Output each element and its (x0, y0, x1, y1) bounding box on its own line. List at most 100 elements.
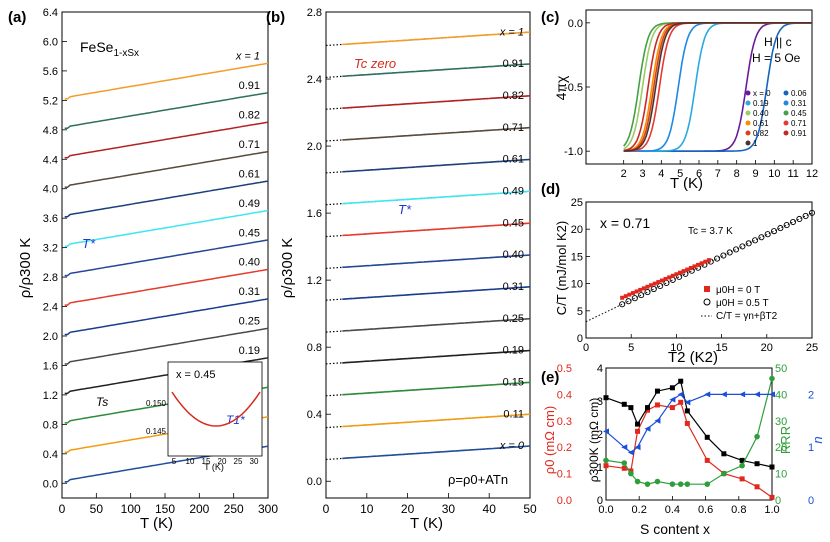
panel-b-series-label: 0.61 (503, 154, 524, 166)
panel-d-legend-05T: μ0H = 0.5 T (716, 298, 769, 309)
panel-d-legend-marker-05T (703, 298, 711, 306)
panel-c-xlabel: T (K) (670, 175, 703, 192)
panel-d-point-open (777, 225, 784, 232)
panel-a-ytick-label: 2.8 (43, 272, 58, 284)
panel-e-series-line (605, 380, 773, 468)
panel-e-point (704, 457, 710, 463)
panel-e-point (645, 407, 650, 413)
panel-c-letter: (c) (541, 9, 559, 26)
panel-e-point (603, 428, 609, 435)
panel-a-ytick-label: 1.6 (43, 360, 58, 372)
panel-e-point (628, 405, 634, 411)
panel-b-series-label: 0.40 (503, 249, 524, 261)
panel-b-fit-label: ρ=ρ0+ATn (448, 472, 508, 487)
panel-c-ytick-label: 0.0 (568, 18, 583, 30)
panel-b-ytick-label: 1.2 (307, 275, 322, 287)
panel-d-point-filled (638, 287, 643, 292)
panel-d-point-filled (631, 291, 636, 296)
panel-d-ytick-label: 25 (571, 197, 583, 209)
panel-a-inset-xtick: 30 (250, 457, 259, 466)
panel-a-xtick-label: 150 (155, 502, 175, 516)
panel-a-ytick-label: 0.0 (43, 478, 58, 490)
panel-e-point (603, 457, 609, 464)
panel-b-series-line (342, 349, 531, 364)
panel-a-ytick-label: 4.4 (43, 154, 58, 166)
panel-d-xtick-label: 0 (583, 342, 589, 354)
panel-d-point-filled (681, 269, 686, 274)
panel-e-point (634, 444, 641, 451)
panel-a-ytick-label: 0.4 (43, 449, 58, 461)
panel-e-point (704, 481, 711, 487)
panel-c-legend-marker (783, 100, 789, 106)
panel-e-rrr-tick: 10 (775, 469, 787, 481)
panel-c-legend-marker (745, 120, 751, 126)
panel-e-point (635, 428, 641, 434)
panel-e-point (621, 401, 627, 407)
panel-a-ylabel: ρ/ρ300 K (17, 238, 34, 298)
panel-a-inset-xtick: 20 (218, 457, 227, 466)
panel-e-rho300-tick: 3 (597, 396, 603, 408)
panel-d-point-open (733, 246, 740, 253)
panel-a-tstar-annotation: T* (82, 236, 96, 251)
panel-e-xtick-label: 0.4 (665, 504, 680, 516)
panel-d-point-filled (656, 280, 661, 285)
panel-a-series-line (64, 268, 269, 306)
panel-a-series-line (64, 239, 269, 277)
panel-b-series-label: 0.71 (503, 122, 524, 134)
panel-a-inset-xtick: 25 (234, 457, 243, 466)
panel-c-xtick-label: 2 (621, 168, 627, 180)
panel-d-point-filled (645, 284, 650, 289)
panel-d-legend-marker-0T (704, 286, 710, 292)
panel-b-series-label: 0.31 (503, 281, 524, 293)
panel-a-series-line (64, 121, 269, 159)
panel-e-point (635, 421, 641, 427)
panel-a-ytick-label: 4.0 (43, 184, 58, 196)
panel-c-field-dir: H || c (764, 35, 792, 49)
panel-b-xlabel: T (K) (410, 515, 443, 532)
panel-c-xtick-label: 12 (806, 168, 818, 180)
panel-e-point (669, 481, 676, 487)
panel-e-xlabel: S content x (640, 521, 710, 537)
panel-d-point-filled (674, 272, 679, 277)
panel-b-series-line (342, 222, 531, 237)
panel-e-point (684, 399, 691, 406)
panel-a-series-line (64, 91, 269, 130)
panel-b-series-label: 0.11 (503, 408, 524, 420)
panel-a-series-line (64, 327, 269, 365)
panel-b-series-line (342, 158, 531, 173)
panel-c-xtick-label: 3 (639, 168, 645, 180)
panel-d-point-filled (703, 259, 708, 264)
panel-c-legend-label: 0.71 (791, 119, 807, 128)
panel-e-point (628, 470, 634, 477)
panel-e-point (677, 481, 684, 487)
panel-d-point-filled (670, 273, 675, 278)
panel-c-legend-label: 0.45 (791, 109, 807, 118)
panel-a-ytick-label: 5.6 (43, 66, 58, 78)
panel-a-ytick-label: 1.2 (43, 390, 58, 402)
panel-e-point (644, 481, 651, 487)
panel-e-rho300-tick: 1 (597, 462, 603, 474)
panel-b-series-line (342, 63, 531, 78)
panel-e-rrr-tick: 30 (775, 416, 787, 428)
panel-a-series-label: 0.82 (239, 109, 260, 121)
panel-a-xtick-label: 50 (90, 502, 104, 516)
panel-d-point-open (631, 295, 638, 302)
panel-d-point-filled (623, 294, 628, 299)
panel-d-point-filled (641, 286, 646, 291)
panel-e-letter: (e) (541, 369, 559, 386)
panel-d-point-open (770, 228, 778, 235)
panel-c-legend-marker (783, 90, 789, 96)
panel-e-ylabel-rho0: ρ0 (mΩ cm) (542, 406, 557, 474)
panel-b-ytick-label: 1.6 (307, 208, 322, 220)
panel-e-point (720, 391, 727, 398)
panel-d-point-filled (649, 283, 654, 288)
panel-d-point-open (745, 240, 752, 247)
panel-b-xtick-label: 10 (360, 502, 374, 516)
panel-c-xtick-label: 5 (677, 168, 683, 180)
panel-b-series-line (342, 190, 531, 205)
panel-c-xtick-label: 7 (715, 168, 721, 180)
panel-c-legend-label: 0.61 (753, 119, 769, 128)
panel-b-series-label: 0.82 (503, 90, 524, 102)
panel-c-legend-marker (745, 110, 751, 116)
panel-d-point-open (644, 289, 651, 296)
